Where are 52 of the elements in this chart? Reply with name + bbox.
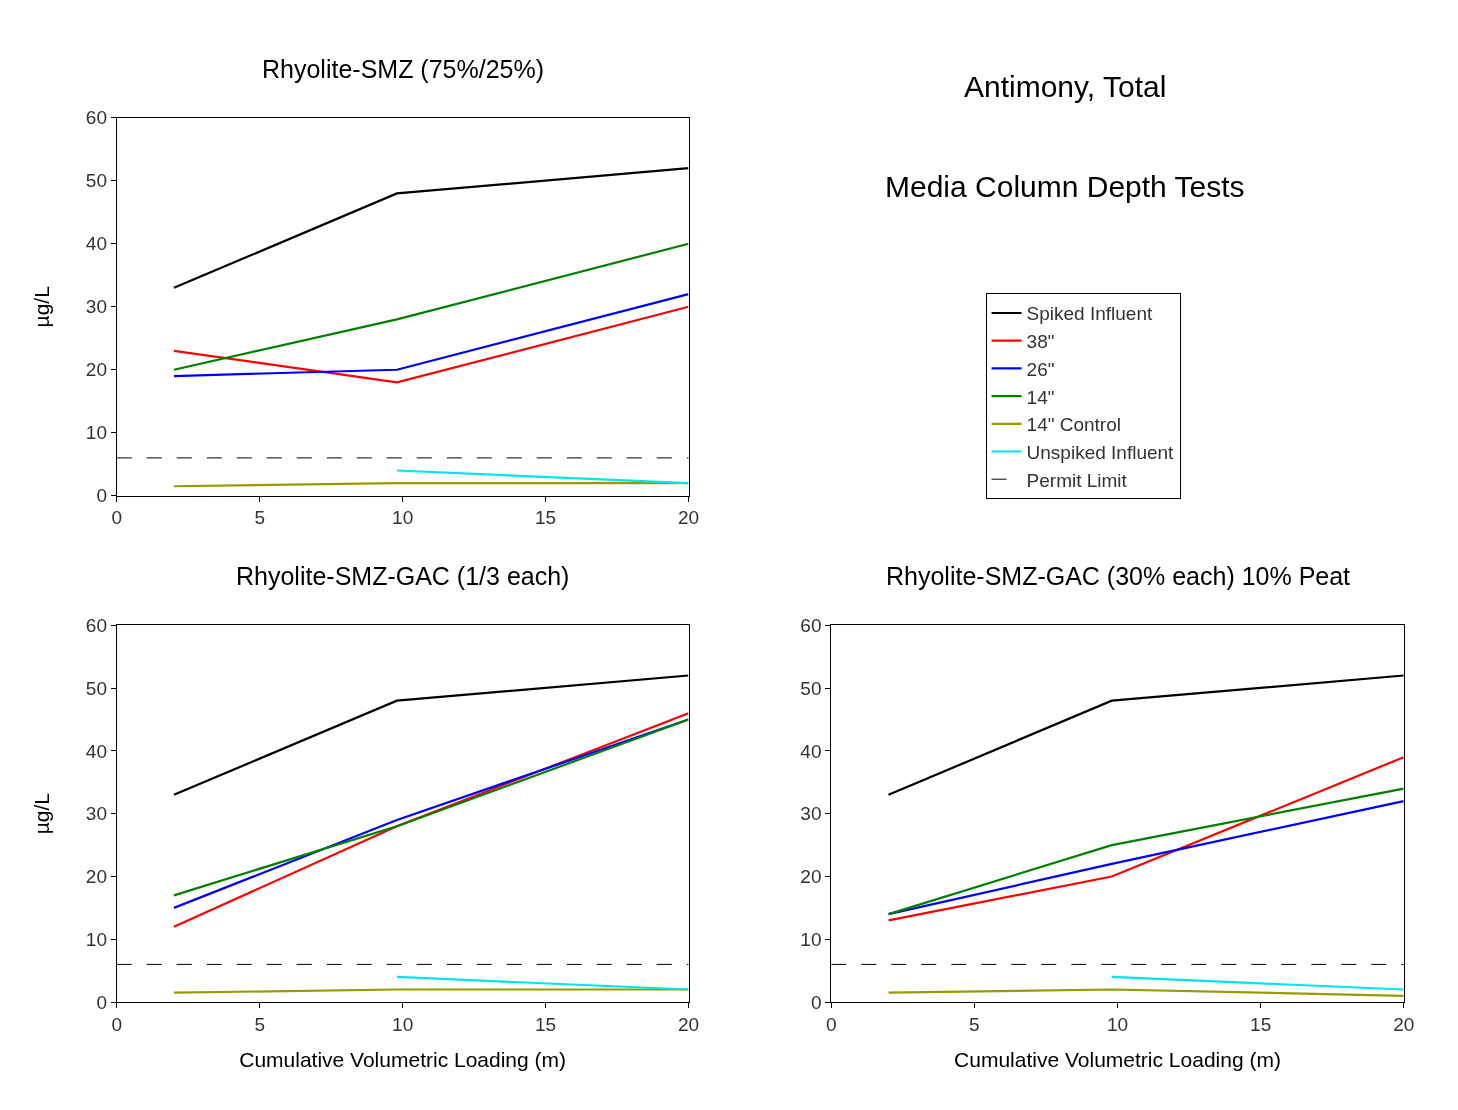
x-tick-label: 5	[969, 1013, 980, 1035]
x-tick-label: 15	[534, 1013, 557, 1035]
legend-label: Spiked Influent	[1026, 303, 1153, 325]
x-tick-label: 0	[111, 507, 123, 529]
x-tick-label: 20	[677, 1013, 700, 1035]
y-tick-label: 10	[85, 422, 107, 444]
y-axis-title: µg/L	[29, 286, 53, 328]
y-tick-label: 10	[800, 928, 822, 950]
y-tick-label: 30	[85, 296, 107, 318]
x-axis-title: Cumulative Volumetric Loading (m)	[239, 1048, 567, 1072]
text: Media Column Depth Tests	[885, 170, 1245, 203]
y-tick-label: 50	[85, 677, 107, 699]
x-tick-label: 10	[392, 507, 414, 529]
y-tick-label: 0	[810, 991, 822, 1013]
x-tick-label: 20	[1393, 1013, 1415, 1035]
y-tick-label: 20	[85, 866, 107, 888]
y-tick-label: 50	[800, 677, 822, 699]
y-tick-label: 60	[800, 614, 822, 636]
y-tick-label: 40	[85, 233, 107, 255]
legend-label: Unspiked Influent	[1026, 441, 1175, 463]
x-tick-label: 10	[392, 1013, 414, 1035]
y-tick-label: 20	[85, 359, 107, 381]
y-tick-label: 0	[96, 991, 107, 1013]
legend-label: 26"	[1026, 358, 1055, 380]
x-tick-label: 5	[254, 507, 265, 529]
y-tick-label: 40	[85, 740, 107, 762]
x-tick-label: 0	[825, 1013, 837, 1035]
x-tick-label: 10	[1106, 1013, 1129, 1035]
x-tick-label: 15	[1250, 1013, 1272, 1035]
legend-label: 14" Control	[1026, 414, 1121, 436]
y-tick-label: 40	[800, 740, 822, 762]
x-tick-label: 5	[254, 1013, 265, 1035]
x-axis-title: Cumulative Volumetric Loading (m)	[954, 1048, 1281, 1072]
x-tick-label: 20	[677, 507, 700, 529]
legend-label: 14"	[1026, 386, 1055, 408]
y-axis-title: µg/L	[29, 793, 53, 835]
y-tick-label: 60	[85, 107, 107, 129]
y-tick-label: 20	[800, 866, 822, 888]
y-tick-label: 10	[85, 928, 107, 950]
y-tick-label: 60	[85, 614, 107, 636]
x-tick-label: 0	[111, 1013, 123, 1035]
legend-label: 38"	[1026, 331, 1055, 353]
y-tick-label: 30	[800, 803, 822, 825]
y-tick-label: 50	[85, 170, 107, 192]
chart-title: Rhyolite-SMZ (75%/25%)	[262, 55, 545, 83]
chart-title: Rhyolite-SMZ-GAC (1/3 each)	[236, 562, 570, 590]
y-tick-label: 0	[96, 485, 107, 507]
x-tick-label: 15	[534, 507, 557, 529]
chart-title: Rhyolite-SMZ-GAC (30% each) 10% Peat	[886, 562, 1351, 590]
y-tick-label: 30	[85, 803, 107, 825]
text: Antimony, Total	[964, 70, 1167, 103]
legend-label: Permit Limit	[1026, 469, 1128, 491]
